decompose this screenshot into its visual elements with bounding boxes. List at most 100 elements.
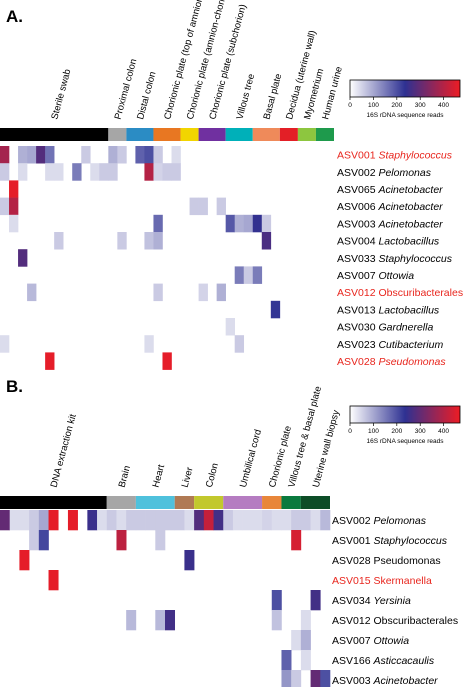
heatmap-cell — [270, 300, 281, 319]
group-bar-segment — [0, 496, 107, 509]
heatmap-cell — [242, 510, 253, 531]
taxon-name: Staphylococcus — [373, 535, 447, 547]
group-bar-segment — [315, 128, 334, 141]
legend-tick-label: 100 — [368, 428, 379, 435]
row-label: ASV007 Ottowia — [332, 635, 409, 647]
heatmap-cell — [45, 146, 55, 164]
heatmap-cell — [9, 214, 19, 233]
heatmap-cell — [36, 146, 46, 164]
panel-a-legend-gradient — [349, 79, 461, 98]
row-label: ASV004 Lactobacillus — [337, 236, 440, 248]
panel-b-color-legend: 0 100 200 300 400 16S rDNA sequence reads — [348, 405, 461, 445]
row-label: ASV012 Obscuribacterales — [332, 615, 458, 627]
asv-id: ASV006 — [337, 201, 378, 213]
heatmap-cell — [153, 146, 163, 164]
column-group-label: Basal plate — [262, 73, 285, 121]
row-label: ASV034 Yersinia — [332, 595, 411, 607]
row-label: ASV007 Ottowia — [337, 270, 414, 282]
heatmap-cell — [234, 214, 245, 233]
column-group-label: DNA extraction kit — [49, 413, 79, 489]
taxon-name: Acinetobacter — [377, 201, 443, 213]
asv-id: ASV001 — [332, 535, 373, 547]
asv-id: ASV007 — [337, 270, 378, 282]
heatmap-cell — [162, 163, 172, 181]
row-label: ASV033 Staphylococcus — [337, 253, 453, 265]
heatmap-cell — [108, 163, 118, 181]
legend-tick-label: 300 — [415, 428, 426, 435]
taxon-name: Obscuribacterales — [373, 615, 458, 627]
heatmap-cell — [144, 335, 154, 353]
heatmap-cell — [198, 283, 208, 302]
asv-id: ASV033 — [337, 253, 378, 265]
heatmap-cell — [184, 510, 195, 531]
row-label: ASV001 Staphylococcus — [332, 535, 448, 547]
asv-id: ASV023 — [337, 339, 378, 351]
row-label: ASV030 Gardnerella — [337, 322, 433, 334]
heatmap-cell — [281, 650, 292, 671]
heatmap-cell — [67, 510, 78, 531]
row-label: ASV023 Cutibacterium — [337, 339, 443, 351]
heatmap-cell — [0, 510, 11, 531]
heatmap-cell — [225, 318, 236, 336]
heatmap-cell — [27, 146, 37, 164]
heatmap-cell — [9, 180, 19, 198]
heatmap-cell — [18, 249, 28, 267]
heatmap-cell — [48, 570, 59, 591]
heatmap-cell — [153, 283, 163, 302]
panel-b-legend-title: 16S rDNA sequence reads — [367, 438, 445, 445]
group-bar-segment — [174, 496, 195, 509]
heatmap-cell — [0, 335, 10, 353]
row-label: ASV013 Lactobacillus — [337, 304, 440, 316]
column-group-label: Uterine wall biopsy — [311, 409, 342, 489]
heatmap-cell — [153, 214, 163, 233]
column-group-label: Sterile swab — [49, 68, 73, 121]
asv-id: ASV004 — [337, 236, 378, 248]
heatmap-cell — [271, 610, 282, 631]
heatmap-cell — [189, 197, 199, 216]
heatmap-cell — [126, 610, 137, 631]
heatmap-cell — [54, 163, 64, 181]
column-group-label: Heart — [151, 463, 168, 489]
taxon-name: Acinetobacter — [377, 184, 443, 196]
legend-tick-label: 400 — [438, 102, 449, 109]
heatmap-cell — [9, 197, 19, 216]
group-bar-segment — [198, 128, 226, 141]
heatmap-cell — [38, 510, 49, 531]
column-group-label: Umbilical cord — [238, 428, 264, 488]
heatmap-cell — [19, 510, 30, 531]
heatmap-cell — [117, 146, 127, 164]
heatmap-cell — [108, 146, 118, 164]
taxon-name: Ottowia — [378, 270, 414, 282]
row-label: ASV065 Acinetobacter — [337, 184, 443, 196]
group-bar-segment — [180, 128, 199, 141]
heatmap-cell — [27, 283, 37, 302]
column-group-label: Colon — [204, 462, 221, 489]
heatmap-cell — [291, 510, 302, 531]
heatmap-cell — [300, 630, 311, 651]
taxon-name: Acinetobacter — [377, 218, 443, 230]
heatmap-cell — [45, 352, 55, 370]
panel-b-heatmap-cells — [0, 510, 331, 687]
asv-id: ASV030 — [337, 322, 378, 334]
heatmap-cell — [155, 510, 166, 531]
heatmap-cell — [116, 530, 127, 551]
heatmap-cell — [116, 510, 127, 531]
legend-tick-label: 400 — [438, 428, 449, 435]
panel-a-heatmap-cells — [0, 146, 281, 370]
panel-a-legend-ticks: 0 100 200 300 400 — [348, 97, 449, 109]
legend-tick-label: 0 — [348, 428, 352, 435]
asv-id: ASV028 — [332, 555, 373, 567]
heatmap-cell — [243, 266, 254, 284]
row-label: ASV028 Pseudomonas — [332, 555, 441, 567]
taxon-name: Staphylococcus — [378, 150, 452, 162]
heatmap-cell — [87, 510, 98, 531]
heatmap-cell — [320, 670, 331, 687]
panel-b-label: B. — [6, 377, 23, 396]
heatmap-cell — [223, 510, 234, 531]
panel-a-legend-title: 16S rDNA sequence reads — [367, 112, 445, 119]
taxon-name: Asticcacaulis — [372, 655, 434, 667]
row-label: ASV166 Asticcacaulis — [332, 655, 435, 667]
